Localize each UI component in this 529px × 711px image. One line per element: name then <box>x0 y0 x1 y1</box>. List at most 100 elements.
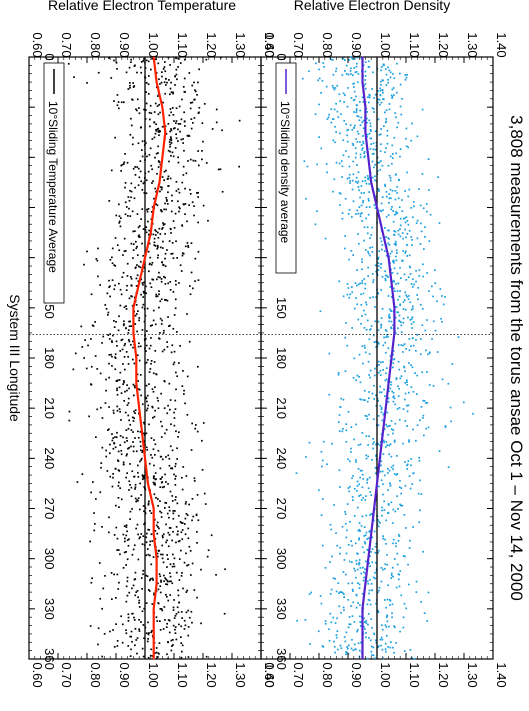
scatter-point <box>134 486 137 489</box>
scatter-point <box>363 526 366 528</box>
scatter-point <box>149 554 151 557</box>
scatter-point <box>336 630 339 632</box>
scatter-point <box>310 591 312 594</box>
scatter-point <box>402 321 405 324</box>
scatter-point <box>357 529 360 532</box>
scatter-point <box>162 264 165 266</box>
scatter-point <box>188 204 190 206</box>
scatter-point <box>172 155 175 158</box>
scatter-point <box>148 242 151 245</box>
scatter-point <box>163 208 165 211</box>
scatter-point <box>379 160 382 162</box>
scatter-point <box>356 582 359 584</box>
scatter-point <box>389 286 392 288</box>
scatter-point <box>411 483 414 485</box>
scatter-point <box>392 400 395 403</box>
scatter-point <box>113 288 116 291</box>
scatter-point <box>353 111 355 113</box>
scatter-point <box>399 503 401 506</box>
scatter-point <box>378 190 380 192</box>
scatter-point <box>373 398 375 400</box>
scatter-point <box>137 558 140 561</box>
scatter-point <box>137 380 139 382</box>
scatter-point <box>132 441 134 443</box>
density-y-axis-label: Relative Electron Density <box>294 0 450 13</box>
scatter-point <box>427 591 430 594</box>
sliding-average-point <box>361 658 364 660</box>
scatter-point <box>172 563 175 565</box>
scatter-point <box>350 67 352 70</box>
scatter-point <box>133 65 136 67</box>
scatter-point <box>112 476 114 479</box>
scatter-point <box>215 108 218 111</box>
scatter-point <box>384 183 386 186</box>
scatter-point <box>113 326 116 328</box>
scatter-point <box>86 250 88 253</box>
scatter-point <box>136 274 139 277</box>
scatter-point <box>326 118 329 120</box>
y-tick-label-top: 0.80 <box>320 32 335 57</box>
scatter-point <box>193 477 196 480</box>
scatter-point <box>168 464 171 467</box>
scatter-point <box>138 630 141 632</box>
scatter-point <box>378 364 380 366</box>
scatter-point <box>403 514 406 516</box>
scatter-point <box>128 339 130 341</box>
scatter-point <box>135 450 138 453</box>
scatter-point <box>361 546 364 549</box>
scatter-point <box>393 243 396 245</box>
scatter-point <box>344 523 347 525</box>
scatter-point <box>382 568 384 571</box>
scatter-point <box>123 344 126 347</box>
scatter-point <box>345 322 347 324</box>
scatter-point <box>174 307 177 310</box>
scatter-point <box>125 454 128 457</box>
scatter-point <box>409 539 411 542</box>
scatter-point <box>172 512 175 515</box>
scatter-point <box>352 99 355 102</box>
scatter-point <box>358 119 361 122</box>
scatter-point <box>387 503 390 505</box>
x-tick-label: 180 <box>42 347 57 369</box>
scatter-point <box>374 163 376 166</box>
scatter-point <box>391 157 394 159</box>
scatter-point <box>305 456 307 458</box>
scatter-point <box>378 103 381 106</box>
scatter-point <box>383 250 386 252</box>
scatter-point <box>359 494 362 496</box>
scatter-point <box>180 549 182 552</box>
scatter-point <box>429 213 432 216</box>
scatter-point <box>164 299 166 301</box>
scatter-point <box>392 468 394 471</box>
scatter-point <box>424 226 426 228</box>
scatter-point <box>390 572 393 575</box>
scatter-point <box>356 284 358 287</box>
scatter-point <box>132 340 134 343</box>
scatter-point <box>377 329 380 331</box>
scatter-point <box>392 362 395 365</box>
scatter-point <box>364 628 366 630</box>
scatter-point <box>167 599 170 602</box>
scatter-point <box>403 602 406 605</box>
scatter-point <box>134 267 137 269</box>
scatter-point <box>136 245 138 248</box>
scatter-point <box>179 62 182 64</box>
scatter-point <box>385 606 387 609</box>
scatter-point <box>148 154 151 156</box>
scatter-point <box>198 68 200 71</box>
scatter-point <box>373 111 375 113</box>
scatter-point <box>405 145 408 148</box>
scatter-point <box>177 161 180 164</box>
scatter-point <box>396 552 399 555</box>
scatter-point <box>184 624 187 627</box>
scatter-point <box>127 613 130 616</box>
scatter-point <box>364 499 367 501</box>
scatter-point <box>363 625 365 628</box>
scatter-point <box>133 385 136 387</box>
scatter-point <box>345 631 348 634</box>
scatter-point <box>169 64 171 66</box>
scatter-point <box>412 278 414 281</box>
scatter-point <box>181 181 184 184</box>
scatter-point <box>157 555 159 558</box>
scatter-point <box>432 295 434 298</box>
